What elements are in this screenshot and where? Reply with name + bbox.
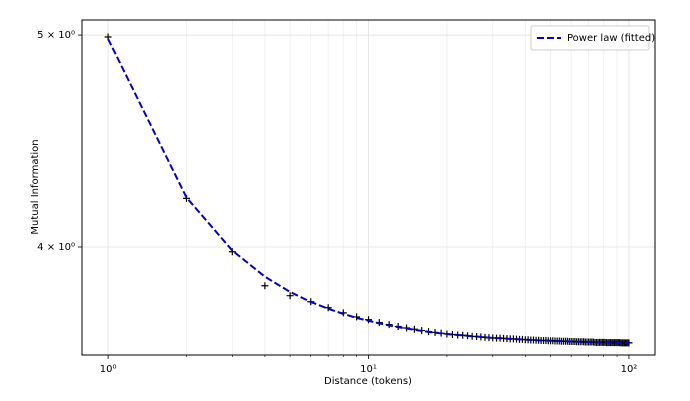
- marker: [261, 282, 269, 290]
- x-tick-label: 10¹: [360, 364, 377, 375]
- marker: [286, 292, 294, 300]
- legend: Power law (fitted): [530, 25, 655, 51]
- x-tick-label: 10⁰: [100, 364, 117, 375]
- y-tick-label: 5 × 10⁰: [37, 30, 75, 41]
- y-axis-label: Mutual Information: [30, 139, 41, 234]
- legend-box: [530, 25, 650, 51]
- marker: [353, 313, 361, 321]
- marker: [324, 304, 332, 312]
- legend-label: Power law (fitted): [567, 33, 655, 44]
- x-tick-label: 10²: [621, 364, 638, 375]
- x-axis-label: Distance (tokens): [324, 376, 412, 387]
- plot-frame: [81, 19, 656, 356]
- y-tick-label: 4 × 10⁰: [37, 242, 75, 253]
- line: [107, 38, 629, 344]
